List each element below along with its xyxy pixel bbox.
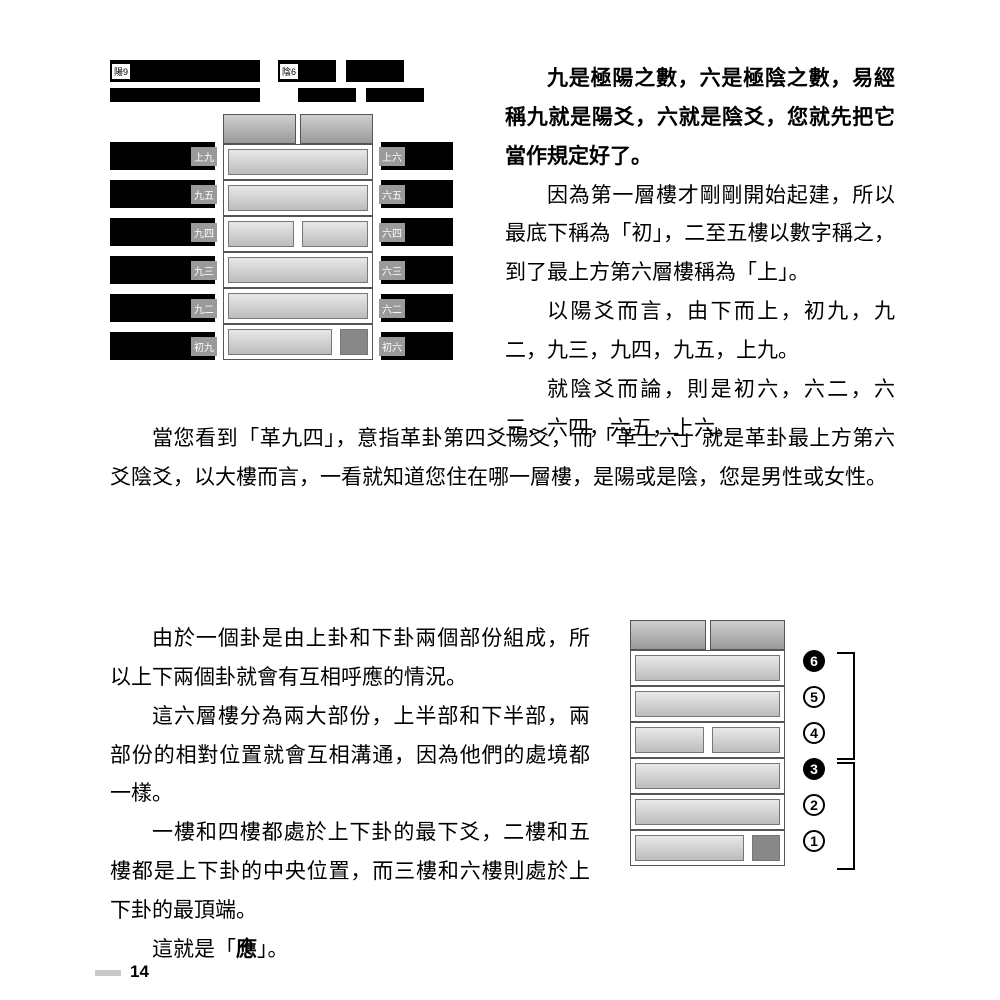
intro-bold: 九是極陽之數，六是極陰之數，易經稱九就是陽爻，六就是陰爻，您就先把它當作規定好了… [505,60,895,177]
figure-2-building-correspondence: 6 5 4 3 2 1 [630,620,900,866]
body-paragraph: 當您看到「革九四」，意指革卦第四爻陽爻，而「革上六」就是革卦最上方第六爻陰爻，以… [110,420,895,498]
yin-broken-bar: 陰6 [278,60,404,82]
yao-bar: 九二 [110,294,215,322]
lower-trigram-bracket [837,762,855,870]
body-paragraph: 因為第一層樓才剛剛開始起建，所以最底下稱為「初」，二至五樓以數字稱之，到了最上方… [505,177,895,294]
building-floor [223,288,373,324]
yao-bar: 六四 [381,218,453,246]
yao-bar: 上六 [381,142,453,170]
building-floor [630,722,785,758]
upper-trigram-bracket [837,652,855,760]
body-paragraph: 由於一個卦是由上卦和下卦兩個部份組成，所以上下兩個卦就會有互相呼應的情況。 [110,620,590,698]
yao-bar: 上九 [110,142,215,170]
floor-number-circle: 5 [803,686,825,708]
floor-number-circle: 2 [803,794,825,816]
hexagram-small-bars [110,88,490,102]
building-roof [630,620,785,650]
body-paragraph: 以陽爻而言，由下而上，初九，九二，九三，九四，九五，上九。 [505,293,895,371]
page-number: 14 [130,962,149,982]
floor-number-circle: 3 [803,758,825,780]
building-floor [630,758,785,794]
yang-tag: 陽9 [112,64,130,79]
floor-number-circle: 6 [803,650,825,672]
yao-bar: 初九 [110,332,215,360]
yao-bar: 六二 [381,294,453,322]
floor-number-circle: 1 [803,830,825,852]
page-content: 陽9 陰6 上九 九五 九四 [110,60,900,510]
building-ground-floor [630,830,785,866]
yin-tag: 陰6 [280,64,298,79]
section-1: 陽9 陰6 上九 九五 九四 [110,60,900,510]
section-2: 由於一個卦是由上卦和下卦兩個部份組成，所以上下兩個卦就會有互相呼應的情況。 這六… [110,620,900,960]
body-paragraph: 這就是「應」。 [110,931,590,970]
section-2-text: 由於一個卦是由上卦和下卦兩個部份組成，所以上下兩個卦就會有互相呼應的情況。 這六… [110,620,590,970]
section-1-text-continued: 當您看到「革九四」，意指革卦第四爻陽爻，而「革上六」就是革卦最上方第六爻陰爻，以… [110,420,895,498]
floor-number-circle: 4 [803,722,825,744]
building-floor [630,650,785,686]
building-with-yao-labels: 上九 九五 九四 九三 九二 初九 上六 [110,114,490,360]
body-paragraph: 這六層樓分為兩大部份，上半部和下半部，兩部份的相對位置就會互相溝通，因為他們的處… [110,698,590,815]
yao-bar: 六五 [381,180,453,208]
floor-number-labels: 6 5 4 3 2 1 [785,620,895,866]
yin-yao-labels: 上六 六五 六四 六三 六二 初六 [381,142,453,360]
yao-bar: 九五 [110,180,215,208]
building-floor [223,252,373,288]
building-floor [630,794,785,830]
hexagram-yang-bar: 陽9 陰6 [110,60,490,82]
body-paragraph: 一樓和四樓都處於上下卦的最下爻，二樓和五樓都是上下卦的中央位置，而三樓和六樓則處… [110,814,590,931]
yao-bar: 初六 [381,332,453,360]
building-ground-floor [223,324,373,360]
page-number-dash [95,970,121,976]
yao-bar: 九四 [110,218,215,246]
figure-1-hexagram-building: 陽9 陰6 上九 九五 九四 [110,60,490,360]
yao-bar: 九三 [110,256,215,284]
building-illustration [223,114,373,360]
section-1-text: 九是極陽之數，六是極陰之數，易經稱九就是陽爻，六就是陰爻，您就先把它當作規定好了… [505,60,895,448]
building-illustration-2 [630,620,785,866]
yao-bar: 六三 [381,256,453,284]
building-roof [223,114,373,144]
yang-yao-labels: 上九 九五 九四 九三 九二 初九 [110,142,215,360]
building-floor [223,216,373,252]
yang-solid-bar: 陽9 [110,60,260,82]
building-floor [223,144,373,180]
building-floor [223,180,373,216]
building-floor [630,686,785,722]
